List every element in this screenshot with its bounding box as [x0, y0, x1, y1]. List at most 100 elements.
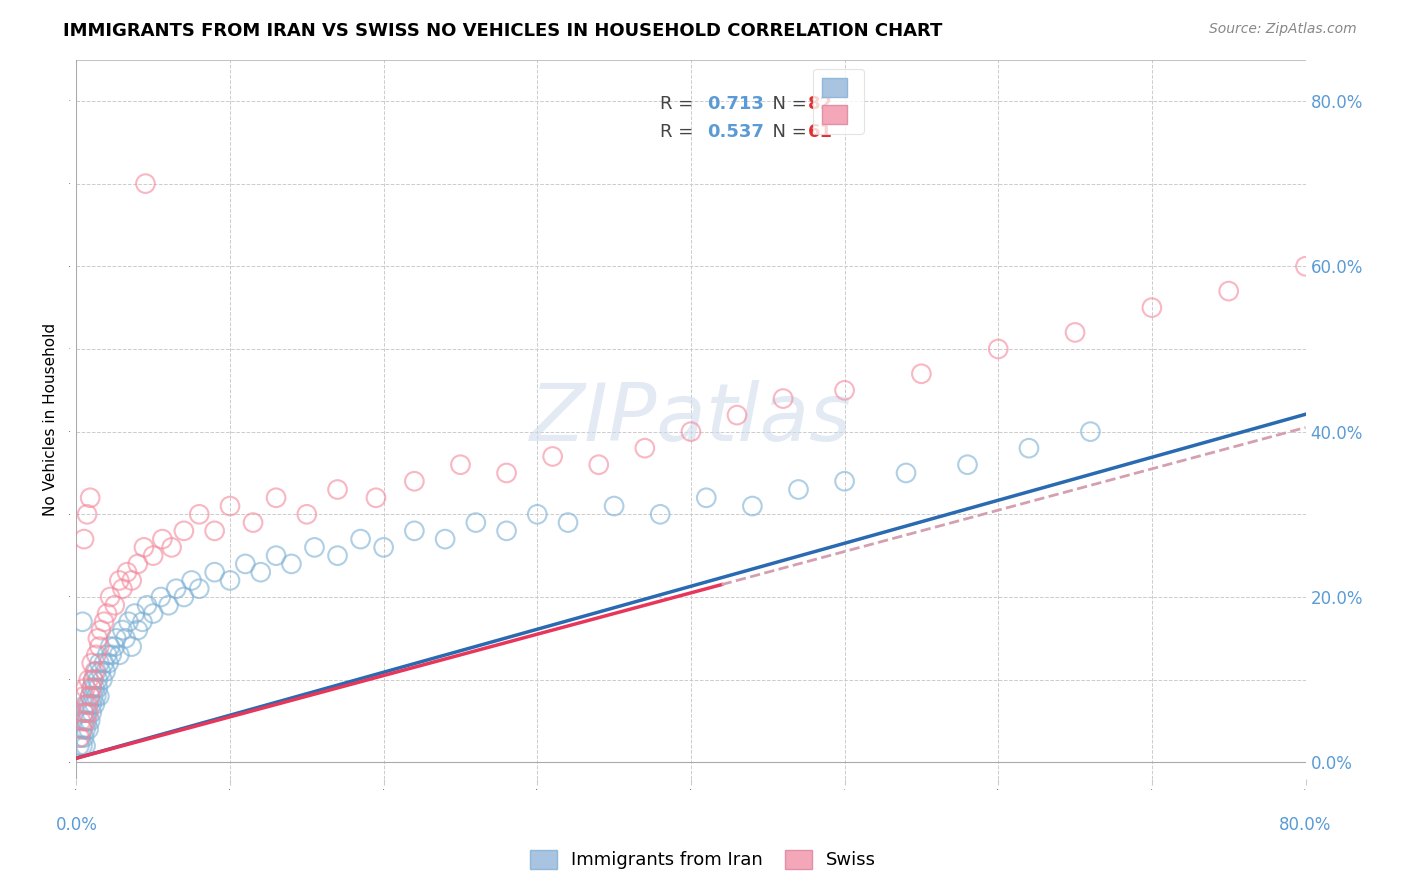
Point: [264, 549, 287, 563]
Point: [117, 615, 139, 629]
Point: [603, 499, 626, 513]
Point: [82, 673, 104, 687]
Point: [111, 582, 134, 596]
Point: [364, 491, 387, 505]
Point: [114, 632, 136, 646]
Point: [87, 632, 110, 646]
Point: [108, 648, 131, 662]
Point: [77, 723, 100, 737]
Point: [956, 458, 979, 472]
Point: [108, 574, 131, 588]
Point: [87, 673, 110, 687]
Text: 82: 82: [807, 95, 832, 113]
Text: 61: 61: [807, 122, 832, 141]
Point: [93, 615, 115, 629]
Legend: , : ,: [813, 69, 863, 134]
Point: [79, 689, 101, 703]
Point: [100, 648, 122, 662]
Point: [75, 739, 97, 753]
Point: [295, 508, 318, 522]
Point: [79, 714, 101, 728]
Text: 0.0%: 0.0%: [55, 816, 97, 834]
Text: 0.713: 0.713: [707, 95, 763, 113]
Point: [131, 615, 153, 629]
Point: [160, 541, 183, 555]
Point: [180, 574, 202, 588]
Point: [204, 565, 226, 579]
Point: [1064, 326, 1087, 340]
Point: [787, 483, 810, 497]
Point: [157, 599, 180, 613]
Point: [910, 367, 932, 381]
Text: R =: R =: [661, 95, 699, 113]
Point: [77, 698, 100, 712]
Point: [76, 706, 98, 720]
Point: [73, 706, 96, 720]
Point: [741, 499, 763, 513]
Point: [80, 656, 103, 670]
Point: [80, 698, 103, 712]
Point: [150, 532, 173, 546]
Text: Source: ZipAtlas.com: Source: ZipAtlas.com: [1209, 22, 1357, 37]
Point: [96, 607, 118, 621]
Text: N =: N =: [761, 95, 813, 113]
Point: [77, 706, 100, 720]
Point: [1080, 425, 1102, 439]
Point: [104, 599, 127, 613]
Point: [650, 508, 672, 522]
Point: [89, 640, 111, 654]
Point: [124, 607, 146, 621]
Point: [70, 731, 93, 745]
Point: [165, 582, 187, 596]
Point: [72, 723, 94, 737]
Point: [87, 681, 110, 695]
Point: [1218, 284, 1240, 298]
Point: [79, 689, 101, 703]
Point: [834, 384, 856, 398]
Point: [326, 549, 349, 563]
Point: [115, 565, 138, 579]
Point: [89, 689, 111, 703]
Text: 0.537: 0.537: [707, 122, 763, 141]
Point: [83, 681, 105, 695]
Point: [94, 665, 117, 679]
Text: R =: R =: [661, 122, 699, 141]
Point: [173, 590, 195, 604]
Point: [142, 549, 165, 563]
Point: [987, 342, 1010, 356]
Point: [235, 557, 257, 571]
Point: [111, 623, 134, 637]
Point: [96, 648, 118, 662]
Point: [495, 524, 517, 538]
Point: [142, 607, 165, 621]
Point: [70, 714, 93, 728]
Point: [634, 441, 657, 455]
Point: [83, 698, 105, 712]
Point: [373, 541, 395, 555]
Point: [72, 615, 94, 629]
Point: [90, 665, 112, 679]
Point: [82, 689, 104, 703]
Point: [249, 565, 271, 579]
Point: [134, 177, 156, 191]
Point: [73, 532, 96, 546]
Point: [526, 508, 548, 522]
Point: [91, 673, 114, 687]
Point: [67, 731, 90, 745]
Point: [264, 491, 287, 505]
Point: [82, 673, 104, 687]
Point: [834, 475, 856, 489]
Point: [98, 640, 121, 654]
Point: [86, 689, 108, 703]
Point: [97, 656, 120, 670]
Point: [1295, 260, 1317, 274]
Point: [121, 574, 143, 588]
Point: [104, 640, 127, 654]
Point: [80, 706, 103, 720]
Point: [304, 541, 326, 555]
Text: IMMIGRANTS FROM IRAN VS SWISS NO VEHICLES IN HOUSEHOLD CORRELATION CHART: IMMIGRANTS FROM IRAN VS SWISS NO VEHICLE…: [63, 22, 942, 40]
Point: [725, 408, 748, 422]
Point: [188, 582, 211, 596]
Point: [695, 491, 717, 505]
Point: [72, 723, 94, 737]
